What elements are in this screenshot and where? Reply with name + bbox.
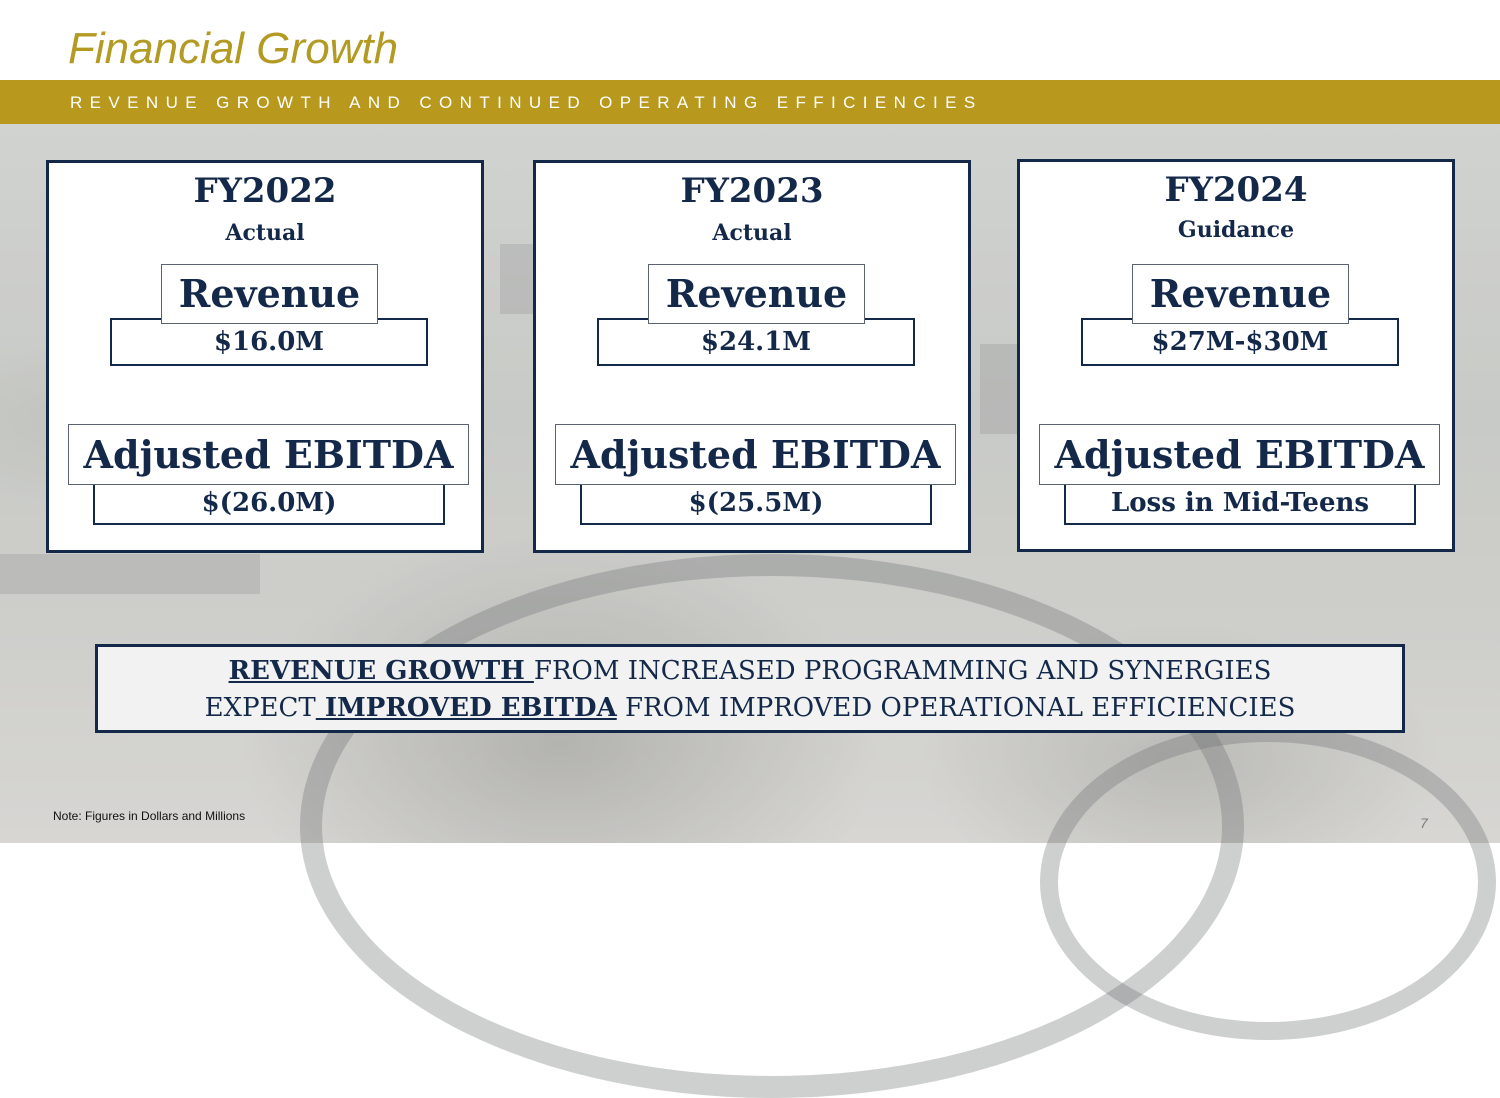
summary-emphasis-revenue-growth: REVENUE GROWTH xyxy=(228,656,534,686)
revenue-label: Revenue xyxy=(1132,264,1349,324)
card-status: Actual xyxy=(712,220,792,246)
revenue-label: Revenue xyxy=(161,264,378,324)
card-status: Guidance xyxy=(1177,217,1295,243)
page-subtitle: REVENUE GROWTH AND CONTINUED OPERATING E… xyxy=(70,93,983,112)
fy2022-card: FY2022 Actual $16.0M Revenue $(26.0M) Ad… xyxy=(46,160,484,553)
revenue-value: $24.1M xyxy=(597,318,915,366)
page-title: Financial Growth xyxy=(68,24,399,73)
page-number: 7 xyxy=(1420,815,1428,831)
fy2024-card: FY2024 Guidance $27M-$30M Revenue Loss i… xyxy=(1017,159,1455,552)
summary-line-1: REVENUE GROWTH FROM INCREASED PROGRAMMIN… xyxy=(98,653,1402,690)
ebitda-label: Adjusted EBITDA xyxy=(68,424,469,485)
summary-line-2-text: FROM IMPROVED OPERATIONAL EFFICIENCIES xyxy=(616,693,1296,723)
fy2023-card: FY2023 Actual $24.1M Revenue $(25.5M) Ad… xyxy=(533,160,971,553)
card-year: FY2023 xyxy=(680,171,824,211)
ebitda-label: Adjusted EBITDA xyxy=(555,424,956,485)
summary-line-2: EXPECT IMPROVED EBITDA FROM IMPROVED OPE… xyxy=(98,690,1402,727)
ebitda-label: Adjusted EBITDA xyxy=(1039,424,1440,485)
ebitda-value: $(25.5M) xyxy=(580,483,932,525)
subtitle-band xyxy=(0,80,1500,124)
revenue-value: $27M-$30M xyxy=(1081,318,1399,366)
summary-emphasis-improved-ebitda: IMPROVED EBITDA xyxy=(315,693,617,723)
card-status: Actual xyxy=(225,220,305,246)
bg-building xyxy=(0,554,260,594)
footnote: Note: Figures in Dollars and Millions xyxy=(53,809,246,823)
summary-box: REVENUE GROWTH FROM INCREASED PROGRAMMIN… xyxy=(95,644,1405,733)
ebitda-value: Loss in Mid-Teens xyxy=(1064,483,1416,525)
revenue-label: Revenue xyxy=(648,264,865,324)
ebitda-value: $(26.0M) xyxy=(93,483,445,525)
summary-line-1-text: FROM INCREASED PROGRAMMING AND SYNERGIES xyxy=(533,656,1272,686)
bg-road-curve xyxy=(300,554,1244,1098)
card-year: FY2024 xyxy=(1164,170,1308,210)
summary-line-2-prefix: EXPECT xyxy=(204,693,316,723)
revenue-value: $16.0M xyxy=(110,318,428,366)
card-year: FY2022 xyxy=(193,171,337,211)
